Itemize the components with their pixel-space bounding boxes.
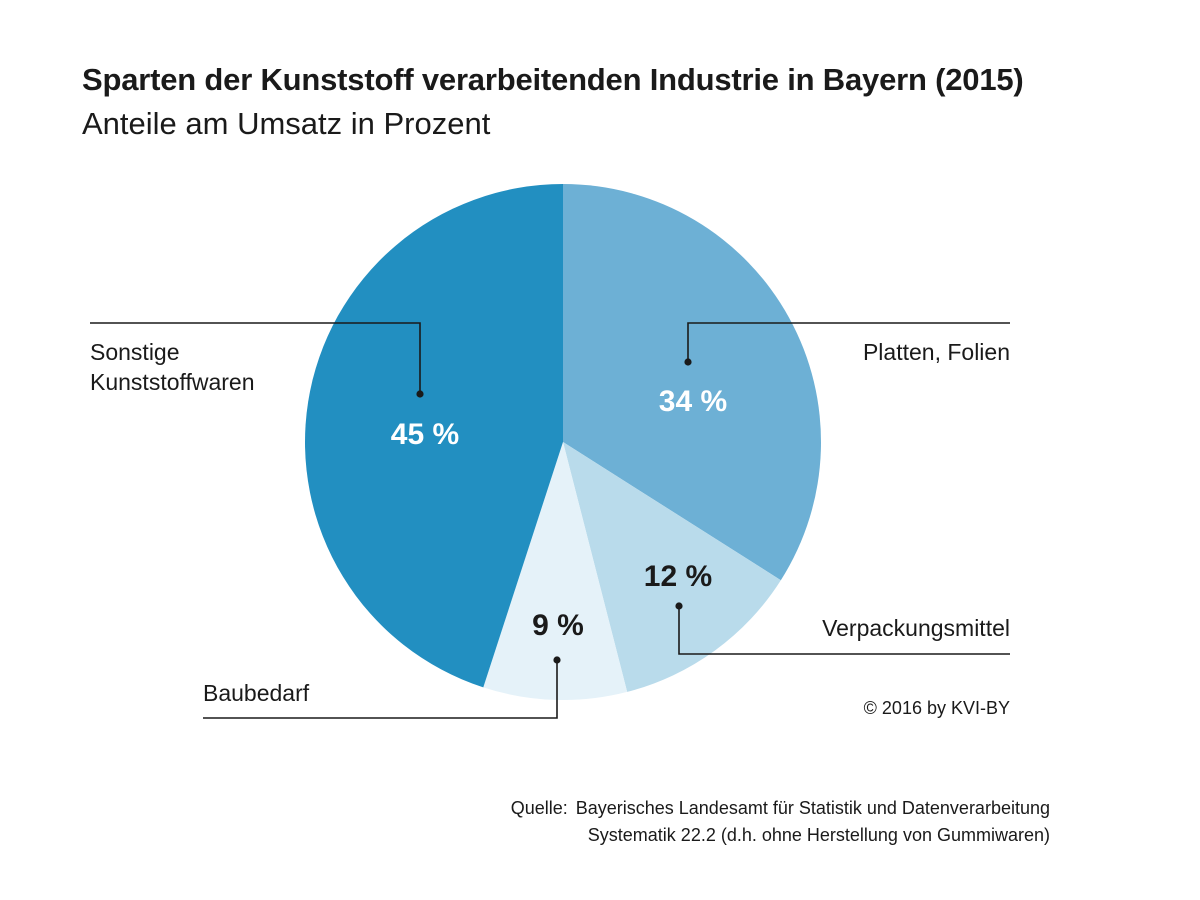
pie-slices — [305, 184, 821, 700]
leader-dot-sonstige-kunststoffwaren — [416, 390, 424, 398]
value-label-platten-folien: 34 % — [659, 385, 727, 418]
leader-line-sonstige-kunststoffwaren — [90, 322, 421, 394]
category-label-sonstige-kunststoffwaren: Sonstige Kunststoffwaren — [90, 339, 255, 395]
copyright-note: © 2016 by KVI-BY — [863, 698, 1010, 718]
chart-title: Sparten der Kunststoff verarbeitenden In… — [82, 62, 1024, 97]
leader-dot-platten-folien — [684, 358, 692, 366]
leader-line-baubedarf — [203, 660, 558, 719]
leader-dot-baubedarf — [553, 656, 561, 664]
pie-slice-sonstige-kunststoffwaren — [305, 184, 563, 688]
value-label-sonstige-kunststoffwaren: 45 % — [391, 418, 459, 451]
pie-slice-baubedarf — [483, 442, 628, 700]
source-label: Quelle: — [510, 798, 568, 818]
leader-lines — [90, 322, 1010, 719]
leader-dot-verpackungsmittel — [675, 602, 683, 610]
leader-line-verpackungsmittel — [678, 606, 1010, 655]
leader-line-platten-folien — [687, 322, 1010, 362]
category-label-platten-folien: Platten, Folien — [863, 339, 1010, 365]
pie-slice-platten-folien — [563, 184, 821, 581]
source-note: Quelle: Bayerisches Landesamt für Statist… — [511, 795, 1050, 849]
source-text-1: Bayerisches Landesamt für Statistik und … — [575, 798, 1050, 818]
category-labels: Platten, Folien Verpackungsmittel Baubedar… — [90, 339, 1010, 706]
value-label-baubedarf: 9 % — [532, 609, 584, 642]
value-label-verpackungsmittel: 12 % — [644, 560, 712, 593]
category-label-baubedarf: Baubedarf — [203, 680, 310, 706]
chart-subtitle: Anteile am Umsatz in Prozent — [82, 106, 491, 141]
category-label-verpackungsmittel: Verpackungsmittel — [822, 615, 1010, 641]
pie-slice-verpackungsmittel — [563, 442, 781, 692]
source-line-1: Quelle: Bayerisches Landesamt für Statist… — [511, 795, 1050, 822]
value-labels: 34 % 12 % 9 % 45 % — [391, 385, 727, 642]
source-line-2: Systematik 22.2 (d.h. ohne Herstellung v… — [587, 825, 1050, 845]
